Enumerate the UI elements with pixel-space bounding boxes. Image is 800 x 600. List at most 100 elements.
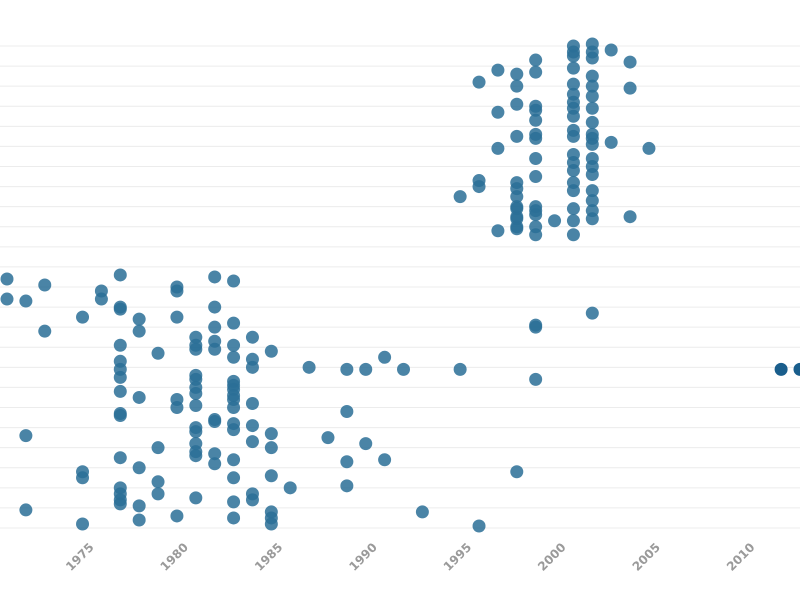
data-point (189, 491, 203, 505)
data-point (774, 362, 788, 376)
data-point (245, 419, 259, 433)
data-point (151, 475, 165, 489)
data-point (529, 228, 543, 242)
data-point (113, 370, 127, 384)
gridlines (0, 45, 800, 529)
data-point (227, 423, 241, 437)
data-point (510, 129, 524, 143)
data-point (208, 300, 222, 314)
data-point (529, 320, 543, 334)
data-point (491, 105, 505, 119)
data-point (585, 115, 599, 129)
data-point (415, 505, 429, 519)
data-point (529, 53, 543, 67)
data-point (585, 168, 599, 182)
data-point (19, 503, 33, 517)
data-point (76, 517, 90, 531)
data-point (529, 170, 543, 184)
data-point (113, 268, 127, 282)
data-point (378, 453, 392, 467)
data-point (189, 449, 203, 463)
data-point (529, 208, 543, 222)
data-points (0, 37, 800, 533)
data-point (585, 212, 599, 226)
data-point (397, 362, 410, 376)
x-tick-label: 1985 (252, 540, 286, 574)
data-point (642, 141, 656, 155)
data-point (566, 129, 580, 143)
data-point (491, 63, 505, 77)
data-point (132, 461, 146, 475)
data-point (566, 61, 580, 75)
data-point (585, 184, 599, 198)
data-point (227, 316, 241, 330)
data-point (529, 372, 543, 386)
x-tick-label: 1990 (346, 540, 380, 574)
data-point (472, 75, 486, 89)
data-point (529, 151, 543, 165)
data-point (189, 386, 203, 400)
data-point (264, 517, 278, 531)
data-point (170, 310, 184, 324)
data-point (245, 360, 259, 374)
data-point (264, 344, 278, 358)
data-point (264, 427, 278, 441)
data-point (227, 350, 241, 364)
x-axis-ticks: 1975 1980 1985 1990 1995 2000 2005 2010 (63, 540, 757, 574)
data-point (585, 137, 599, 151)
data-point (585, 101, 599, 115)
data-point (170, 509, 184, 523)
data-point (132, 324, 146, 338)
data-point (585, 51, 599, 65)
data-point (585, 69, 599, 83)
data-point (566, 49, 580, 63)
data-point (548, 214, 562, 228)
data-point (189, 425, 203, 439)
data-point (0, 292, 14, 306)
data-point (491, 141, 505, 155)
data-point (340, 405, 354, 419)
data-point (208, 415, 222, 429)
data-point (132, 390, 146, 404)
data-point (227, 274, 241, 288)
data-point (264, 441, 278, 455)
data-point (340, 455, 354, 469)
data-point (529, 131, 543, 145)
data-point (227, 338, 241, 352)
data-point (510, 79, 524, 93)
data-point (623, 55, 637, 69)
data-point (566, 184, 580, 198)
x-tick-label: 2005 (630, 540, 664, 574)
x-tick-label: 2000 (535, 540, 569, 574)
data-point (529, 113, 543, 127)
data-point (264, 469, 278, 483)
data-point (529, 65, 543, 79)
data-point (321, 431, 335, 445)
data-point (189, 398, 203, 412)
data-point (585, 306, 599, 320)
data-point (510, 67, 524, 81)
data-point (208, 342, 222, 356)
data-point (38, 278, 52, 292)
data-point (94, 292, 108, 306)
data-point (132, 312, 146, 326)
data-point (359, 362, 373, 376)
data-point (566, 164, 580, 178)
data-point (113, 497, 127, 511)
data-point (604, 135, 618, 149)
data-point (510, 465, 524, 479)
data-point (604, 43, 618, 57)
data-point (208, 320, 222, 334)
x-tick-label: 1980 (158, 540, 192, 574)
data-point (566, 214, 580, 228)
data-point (245, 435, 259, 449)
x-tick-label: 1995 (441, 540, 475, 574)
data-point (19, 429, 33, 443)
data-point (151, 346, 165, 360)
data-point (245, 330, 259, 344)
data-point (283, 481, 297, 495)
data-point (227, 453, 241, 467)
data-point (227, 495, 241, 509)
data-point (378, 350, 392, 364)
data-point (340, 362, 354, 376)
